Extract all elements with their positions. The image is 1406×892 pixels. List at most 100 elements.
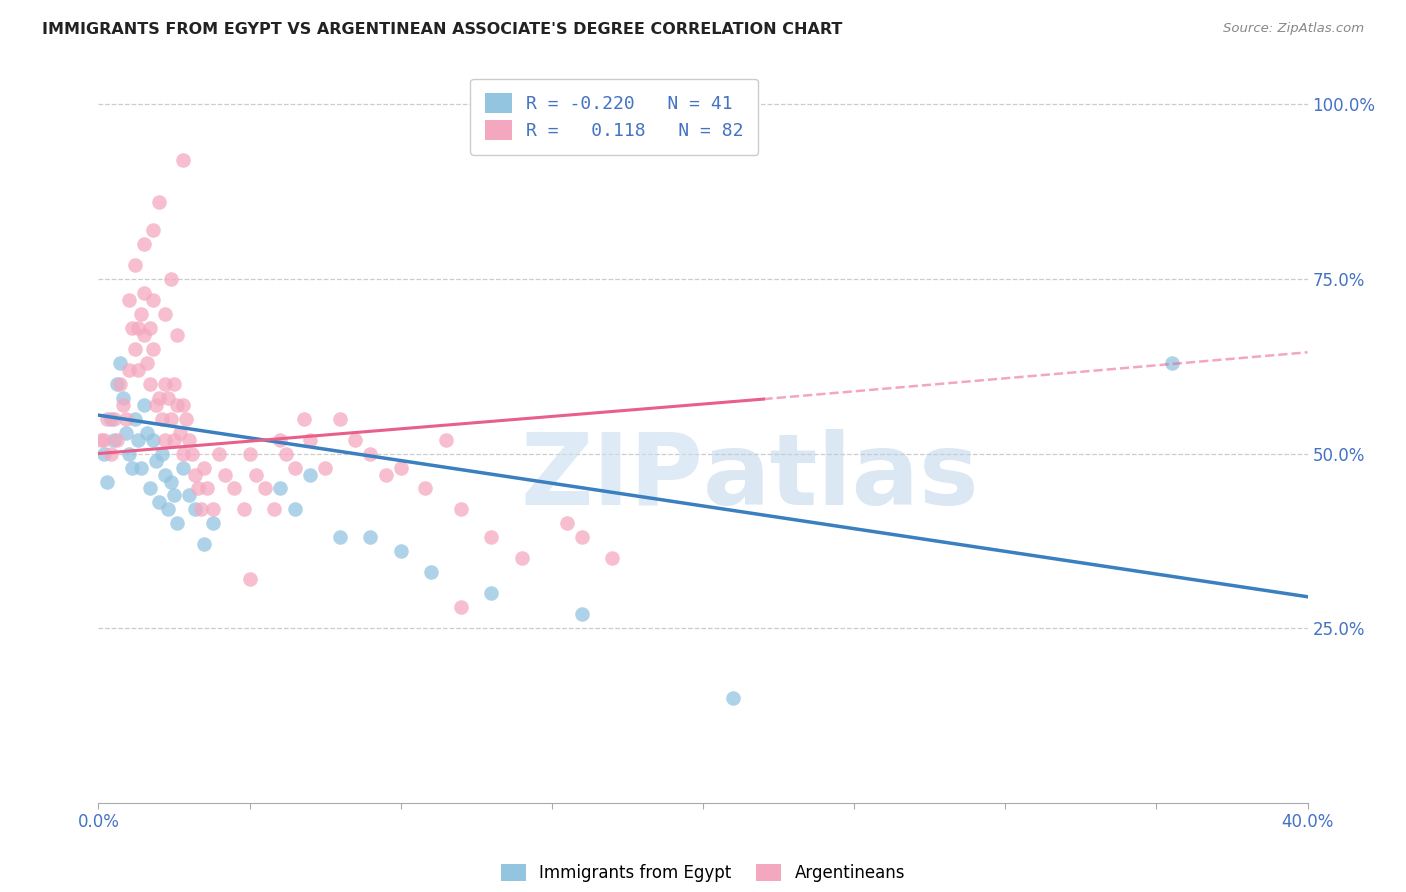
Point xyxy=(96,475,118,489)
Point xyxy=(93,433,115,447)
Point xyxy=(127,433,149,447)
Point xyxy=(481,530,503,544)
Point xyxy=(179,488,201,502)
Point xyxy=(111,391,134,405)
Point xyxy=(450,502,472,516)
Point xyxy=(420,566,443,580)
Point xyxy=(232,502,254,516)
Point xyxy=(100,446,122,460)
Point xyxy=(571,607,593,622)
Point xyxy=(153,376,176,391)
Point xyxy=(142,342,165,356)
Point xyxy=(202,502,225,516)
Point xyxy=(142,433,165,447)
Point xyxy=(245,467,267,482)
Point xyxy=(374,467,396,482)
Point xyxy=(174,411,197,425)
Point xyxy=(172,153,194,168)
Point xyxy=(108,356,131,370)
Point xyxy=(114,411,136,425)
Point xyxy=(148,391,170,405)
Point xyxy=(103,433,125,447)
Point xyxy=(127,321,149,335)
Point xyxy=(450,600,472,615)
Point xyxy=(160,411,183,425)
Point xyxy=(360,446,382,460)
Point xyxy=(135,356,157,370)
Point xyxy=(434,433,457,447)
Point xyxy=(195,482,218,496)
Point xyxy=(153,307,176,321)
Point xyxy=(184,502,207,516)
Point xyxy=(90,433,112,447)
Point xyxy=(127,363,149,377)
Point xyxy=(202,516,225,531)
Point xyxy=(389,544,412,558)
Text: ZIP: ZIP xyxy=(520,428,703,525)
Point xyxy=(239,572,262,586)
Point xyxy=(253,482,276,496)
Point xyxy=(132,327,155,342)
Point xyxy=(344,433,367,447)
Point xyxy=(314,460,336,475)
Point xyxy=(124,411,146,425)
Point xyxy=(481,586,503,600)
Point xyxy=(413,482,436,496)
Text: atlas: atlas xyxy=(703,428,980,525)
Point xyxy=(193,460,215,475)
Point xyxy=(129,307,152,321)
Point xyxy=(299,467,322,482)
Point xyxy=(160,272,183,286)
Point xyxy=(139,482,162,496)
Point xyxy=(145,398,167,412)
Point xyxy=(181,446,204,460)
Point xyxy=(153,433,176,447)
Point xyxy=(105,433,128,447)
Point xyxy=(214,467,236,482)
Point xyxy=(103,411,125,425)
Point xyxy=(118,363,141,377)
Point xyxy=(284,502,307,516)
Point xyxy=(156,502,179,516)
Point xyxy=(156,391,179,405)
Point xyxy=(132,237,155,252)
Point xyxy=(118,446,141,460)
Point xyxy=(172,460,194,475)
Point xyxy=(723,691,745,706)
Point xyxy=(142,223,165,237)
Point xyxy=(263,502,285,516)
Point xyxy=(184,467,207,482)
Point xyxy=(153,467,176,482)
Point xyxy=(100,411,122,425)
Point xyxy=(139,321,162,335)
Point xyxy=(135,425,157,440)
Point xyxy=(114,425,136,440)
Point xyxy=(187,482,209,496)
Legend: Immigrants from Egypt, Argentineans: Immigrants from Egypt, Argentineans xyxy=(492,855,914,890)
Point xyxy=(269,433,291,447)
Point xyxy=(193,537,215,551)
Point xyxy=(179,433,201,447)
Point xyxy=(274,446,297,460)
Point xyxy=(166,516,188,531)
Point xyxy=(132,285,155,300)
Point xyxy=(166,398,188,412)
Point xyxy=(224,482,246,496)
Point xyxy=(172,446,194,460)
Point xyxy=(163,376,186,391)
Point xyxy=(150,446,173,460)
Point xyxy=(142,293,165,307)
Point xyxy=(150,411,173,425)
Point xyxy=(571,530,593,544)
Point xyxy=(108,376,131,391)
Point xyxy=(148,195,170,210)
Point xyxy=(163,433,186,447)
Point xyxy=(208,446,231,460)
Point xyxy=(299,433,322,447)
Point xyxy=(129,460,152,475)
Point xyxy=(93,446,115,460)
Point xyxy=(1160,356,1182,370)
Point xyxy=(389,460,412,475)
Point xyxy=(360,530,382,544)
Point xyxy=(284,460,307,475)
